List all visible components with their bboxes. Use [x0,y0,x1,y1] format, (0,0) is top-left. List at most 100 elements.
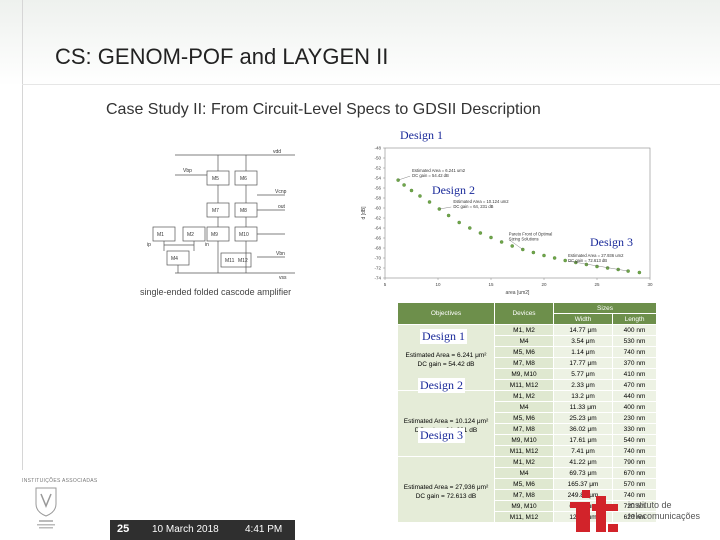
device-cell: M9, M10 [494,500,554,512]
length-cell: 400 nm [612,401,657,413]
table-row: M4 69.73 μm 670 nm [398,467,657,479]
annotation-text: Estimated Area = 10.124 um2 [453,199,509,204]
table-row: M4 11.33 μm 400 nm [398,401,657,413]
table-row: M5, M6 165.37 μm 570 nm [398,478,657,490]
pareto-point [563,258,567,263]
x-tick-label: 15 [488,282,494,287]
pareto-point [595,264,599,269]
pareto-chart: -48 -50 -52 -54 -56 -58 -60 -62 -64 -66 -68 -70 -72 -… [361,146,653,297]
page-number: 25 [117,523,130,535]
device-cell: M9, M10 [494,368,554,380]
design-3-table-label: Design 3 [418,428,465,443]
pareto-point [468,226,472,230]
it-name: instituto de telecomunicações [628,500,700,522]
length-cell: 470 nm [612,379,657,391]
slide-title: CS: GENOM-POF and LAYGEN II [55,44,389,69]
pareto-point [531,250,536,255]
footer-bar [110,520,295,540]
pareto-point [510,244,514,248]
device-cell: M5, M6 [494,412,554,424]
design-2-table-label: Design 2 [418,378,465,393]
y-axis-label: d [dB] [361,206,367,220]
length-cell: 400 nm [612,324,657,336]
length-cell: 230 nm [612,412,657,424]
pareto-point [437,207,442,211]
pareto-point [402,183,406,187]
schem-label-m2: M2 [187,232,194,238]
th-width: Width [552,313,614,325]
annotation-leader [508,239,523,250]
schem-label-m10: M10 [239,232,249,238]
annotation-leader [568,260,629,272]
x-tick-label: 25 [594,282,600,287]
device-cell: M1, M2 [494,390,554,402]
y-tick-label: -66 [374,236,381,241]
table-row: M5, M6 1.14 μm 740 nm [398,346,657,358]
y-tick-label: -52 [374,166,381,171]
slide-subtitle: Case Study II: From Circuit-Level Specs … [106,101,541,118]
length-cell: 370 nm [612,357,657,369]
institutions-label: INSTITUIÇÕES ASSOCIADAS [22,478,98,484]
it-logo-icon [570,490,618,532]
objective-area: Estimated Area = 27,936 μm² [403,484,489,491]
schem-label-vss: vss [279,275,287,280]
y-tick-label: -62 [374,216,381,221]
device-cell: M5, M6 [494,478,554,490]
width-cell: 14.77 μm [552,324,614,336]
width-cell: 1.14 μm [552,346,614,358]
pareto-point [478,231,483,235]
institution-crest-icon [35,487,57,529]
device-cell: M7, M8 [494,357,554,369]
annotation-text-2: DC gain = 72.613 dB [568,258,607,263]
schem-label-in: in [205,242,209,248]
schem-label-vbn: Vbn [276,251,285,257]
footer-time: 4:41 PM [245,524,283,535]
length-cell: 620 nm [612,511,657,523]
pareto-point [521,247,525,252]
y-tick-label: -68 [374,246,381,251]
pareto-point [427,200,432,204]
table-row: M7, M8 17.77 μm 370 nm [398,357,657,369]
y-tick-label: -72 [374,266,381,271]
table-row: M9, M10 17.61 μm 540 nm [398,434,657,446]
width-cell: 7.41 μm [552,445,614,457]
device-cell: M1, M2 [494,456,554,468]
width-cell: 36.02 μm [552,423,614,435]
length-cell: 740 nm [612,445,657,457]
y-tick-label: -64 [374,226,381,231]
device-cell: M4 [494,467,554,479]
schem-label-vbp: Vbp [183,168,192,174]
length-cell: 530 nm [612,335,657,347]
pareto-point [446,213,451,218]
width-cell: 5.77 μm [552,368,614,380]
objective-cell: Estimated Area = 27,936 μm² DC gain = 72.… [397,456,495,523]
width-cell: 69.73 μm [552,467,614,479]
annotation-leader [439,206,452,210]
schem-label-m11: M11 [225,258,235,264]
schematic-caption: single-ended folded cascode amplifier [140,287,292,297]
width-cell: 3.54 μm [552,335,614,347]
y-tick-label: -56 [374,186,381,191]
length-cell: 540 nm [612,434,657,446]
th-objectives: Objectives [397,302,495,325]
th-sizes: Sizes [553,302,657,314]
device-cell: M4 [494,401,554,413]
x-tick-label: 30 [647,282,653,287]
device-cell: M5, M6 [494,346,554,358]
y-tick-label: -48 [374,146,381,151]
length-cell: 330 nm [612,423,657,435]
objective-area: Estimated Area = 6.241 μm² [405,352,487,359]
table-row: M9, M10 5.77 μm 410 nm [398,368,657,380]
length-cell: 440 nm [612,390,657,402]
x-tick-label: 5 [384,282,387,287]
schem-label-m4: M4 [171,256,178,262]
th-length: Length [612,313,657,325]
design-3-chart-label: Design 3 [588,235,635,250]
x-axis-label: area [um2] [506,290,531,296]
device-cell: M4 [494,335,554,347]
table-row: M5, M6 25.23 μm 230 nm [398,412,657,424]
table-row: M7, M8 36.02 μm 330 nm [398,423,657,435]
width-cell: 41.22 μm [552,456,614,468]
schem-label-m7: M7 [212,208,219,214]
